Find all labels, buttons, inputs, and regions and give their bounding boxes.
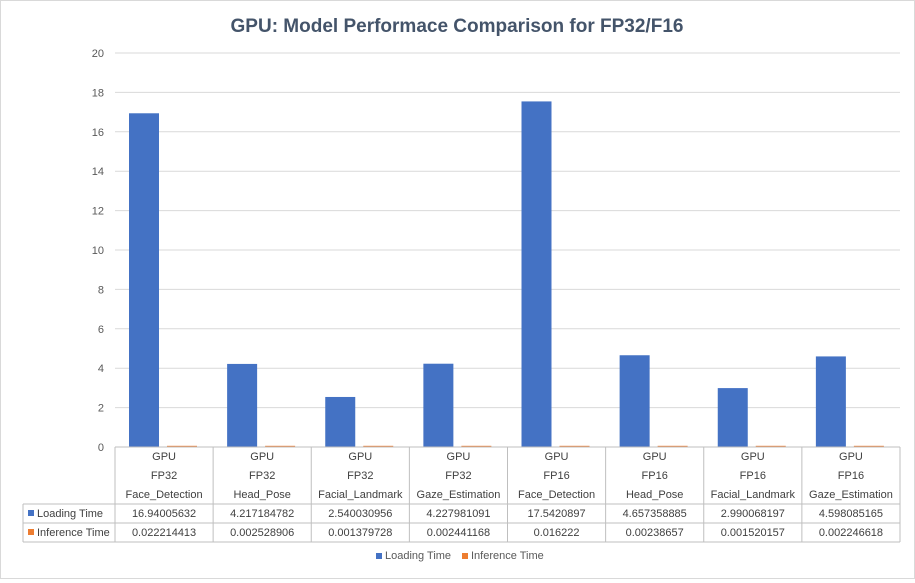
category-label-device: GPU xyxy=(348,451,372,463)
category-label-device: GPU xyxy=(643,451,667,463)
data-value-label: 4.217184782 xyxy=(230,508,294,520)
bar-inference-time xyxy=(265,445,296,447)
table-legend-key xyxy=(28,510,34,516)
category-label-device: GPU xyxy=(741,451,765,463)
category-label-precision: FP32 xyxy=(249,470,275,482)
data-value-label: 0.00238657 xyxy=(626,527,684,539)
category-label-model: Facial_Landmark xyxy=(318,489,403,501)
category-label-model: Face_Detection xyxy=(518,489,595,501)
bar-loading-time xyxy=(423,363,454,447)
data-value-label: 0.001379728 xyxy=(328,527,392,539)
y-tick-label: 6 xyxy=(98,324,104,336)
data-value-label: 0.016222 xyxy=(534,527,580,539)
y-tick-label: 20 xyxy=(92,48,104,60)
bar-inference-time xyxy=(559,445,590,447)
legend-swatch xyxy=(462,553,468,559)
data-value-label: 0.002528906 xyxy=(230,527,294,539)
bars xyxy=(129,101,884,448)
category-label-precision: FP16 xyxy=(543,470,569,482)
data-value-label: 2.990068197 xyxy=(721,508,785,520)
category-label-precision: FP16 xyxy=(838,470,864,482)
chart-title: GPU: Model Performace Comparison for FP3… xyxy=(231,16,684,37)
bar-loading-time xyxy=(717,388,748,447)
data-value-label: 16.94005632 xyxy=(132,508,196,520)
category-label-model: Face_Detection xyxy=(126,489,203,501)
legend: Loading Time Inference Time xyxy=(376,550,544,562)
category-label-device: GPU xyxy=(447,451,471,463)
category-label-model: Gaze_Estimation xyxy=(417,489,501,501)
y-tick-label: 18 xyxy=(92,87,104,99)
y-tick-label: 14 xyxy=(92,166,104,178)
bar-inference-time xyxy=(461,445,492,447)
category-label-precision: FP32 xyxy=(445,470,471,482)
bar-inference-time xyxy=(167,445,197,447)
legend-label: Inference Time xyxy=(471,550,544,562)
category-label-model: Facial_Landmark xyxy=(711,489,796,501)
category-label-model: Head_Pose xyxy=(233,489,291,501)
category-label-device: GPU xyxy=(839,451,863,463)
legend-swatch xyxy=(376,553,382,559)
y-tick-label: 16 xyxy=(92,127,104,139)
y-tick-label: 10 xyxy=(92,245,104,257)
category-label-precision: FP32 xyxy=(347,470,373,482)
bar-loading-time xyxy=(325,396,356,447)
data-value-label: 4.657358885 xyxy=(623,508,687,520)
data-value-label: 2.540030956 xyxy=(328,508,392,520)
category-label-device: GPU xyxy=(545,451,569,463)
data-value-label: 4.227981091 xyxy=(426,508,490,520)
data-table: GPU FP32 Face_Detection GPU FP32 Head_Pose GPU… xyxy=(22,446,901,543)
bar-loading-time xyxy=(227,363,258,447)
bar-inference-time xyxy=(755,445,786,447)
bar-inference-time xyxy=(657,445,688,447)
category-label-model: Gaze_Estimation xyxy=(809,489,893,501)
category-label-precision: FP32 xyxy=(151,470,177,482)
bar-loading-time xyxy=(129,113,159,448)
y-axis-ticks: 0 2 4 6 8 10 12 14 16 18 20 xyxy=(92,48,104,454)
y-tick-label: 0 xyxy=(98,442,104,454)
data-value-label: 0.002246618 xyxy=(819,527,883,539)
category-label-precision: FP16 xyxy=(642,470,668,482)
table-legend-key xyxy=(28,529,34,535)
data-value-label: 0.022214413 xyxy=(132,527,196,539)
bar-inference-time xyxy=(853,445,884,447)
data-value-label: 0.002441168 xyxy=(427,527,490,539)
y-tick-label: 2 xyxy=(98,403,104,415)
legend-label: Loading Time xyxy=(385,550,451,562)
category-label-precision: FP16 xyxy=(740,470,766,482)
data-value-label: 17.5420897 xyxy=(528,508,586,520)
bar-loading-time xyxy=(815,356,846,447)
table-series-name: Loading Time xyxy=(37,508,103,520)
category-label-device: GPU xyxy=(152,451,176,463)
bar-loading-time xyxy=(521,101,552,447)
bar-inference-time xyxy=(363,445,394,447)
category-label-model: Head_Pose xyxy=(626,489,684,501)
data-value-label: 4.598085165 xyxy=(819,508,883,520)
bar-loading-time xyxy=(619,355,650,447)
y-tick-label: 8 xyxy=(98,284,104,296)
y-tick-label: 4 xyxy=(98,363,104,375)
data-value-label: 0.001520157 xyxy=(721,527,785,539)
y-tick-label: 12 xyxy=(92,206,104,218)
category-label-device: GPU xyxy=(250,451,274,463)
table-series-name: Inference Time xyxy=(37,527,110,539)
